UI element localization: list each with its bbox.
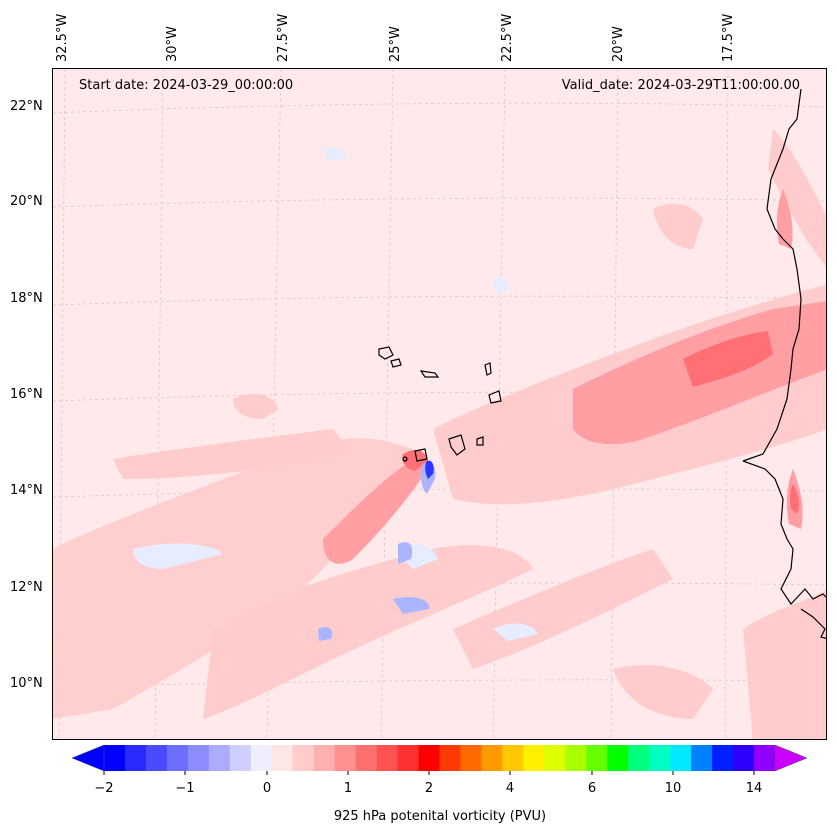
colorbar-segment [502, 745, 524, 771]
colorbar-tick-label: 14 [745, 781, 763, 796]
colorbar-tick-marks [103, 771, 755, 775]
lon-label-25w: 25°W [388, 26, 403, 62]
colorbar-segment [670, 745, 692, 771]
lon-label-27-5w: 27.5°W [276, 13, 291, 62]
colorbar-tick-label: 1 [343, 781, 353, 796]
coastlines [378, 88, 826, 640]
colorbar-segment [397, 745, 420, 771]
colorbar-segment [586, 745, 608, 771]
negative-pv-strong [425, 460, 434, 479]
colorbar-extend-min [71, 744, 105, 772]
colorbar-segment [607, 745, 629, 771]
colorbar-segment [523, 745, 545, 771]
colorbar-segment [208, 745, 231, 771]
lon-label-22-5w: 22.5°W [500, 13, 515, 62]
positive-pv-light [53, 129, 826, 739]
lat-label-18n: 18°N [10, 291, 43, 306]
colorbar-extend-max [774, 744, 808, 772]
colorbar-segment [124, 745, 147, 771]
colorbar-segment [691, 745, 713, 771]
colorbar-segment [649, 745, 671, 771]
lat-label-10n: 10°N [10, 676, 43, 691]
colorbar-segment [250, 745, 273, 771]
colorbar-segment [544, 745, 566, 771]
valid-date-label: Valid_date: 2024-03-29T11:00:00.00 [561, 78, 800, 93]
colorbar-segment [292, 745, 315, 771]
lon-label-17-5w: 17.5°W [721, 13, 736, 62]
colorbar-tick-label: −2 [94, 781, 114, 796]
colorbar-tick-label: 2 [424, 781, 434, 796]
colorbar-segment [628, 745, 650, 771]
lat-label-22n: 22°N [10, 99, 43, 114]
lon-label-20w: 20°W [611, 26, 626, 62]
colorbar-segment [712, 745, 734, 771]
colorbar-segment [733, 745, 755, 771]
colorbar-segment [481, 745, 503, 771]
colorbar-segments [104, 745, 776, 771]
colorbar-tick-label: 10 [664, 781, 682, 796]
positive-pv-strong [402, 331, 800, 514]
colorbar-segment [334, 745, 357, 771]
colorbar-segment [460, 745, 482, 771]
lat-label-20n: 20°N [10, 194, 43, 209]
colorbar-tick-label: 4 [505, 781, 515, 796]
colorbar-tick-label: 6 [587, 781, 597, 796]
pv-field-map [53, 69, 826, 739]
colorbar-segment [418, 745, 440, 771]
colorbar-segment [565, 745, 587, 771]
lat-label-14n: 14°N [10, 483, 43, 498]
lat-label-12n: 12°N [10, 580, 43, 595]
colorbar-segment [439, 745, 461, 771]
colorbar-segment [229, 745, 252, 771]
colorbar-segment [313, 745, 336, 771]
colorbar-tick-label: 0 [262, 781, 272, 796]
map-plot-area[interactable] [52, 68, 827, 740]
start-date-label: Start date: 2024-03-29_00:00:00 [79, 78, 294, 93]
lon-label-30w: 30°W [165, 26, 180, 62]
colorbar [71, 744, 808, 775]
colorbar-segment [376, 745, 399, 771]
colorbar-segment [355, 745, 378, 771]
colorbar-title: 925 hPa potenital vorticity (PVU) [333, 809, 547, 824]
colorbar-tick-label: −1 [175, 781, 195, 796]
colorbar-segment [104, 745, 126, 771]
lon-label-32-5w: 32.5°W [55, 13, 70, 62]
colorbar-segment [145, 745, 168, 771]
colorbar-segment [166, 745, 189, 771]
colorbar-segment [754, 745, 776, 771]
colorbar-segment [271, 745, 294, 771]
lat-label-16n: 16°N [10, 387, 43, 402]
colorbar-segment [187, 745, 210, 771]
